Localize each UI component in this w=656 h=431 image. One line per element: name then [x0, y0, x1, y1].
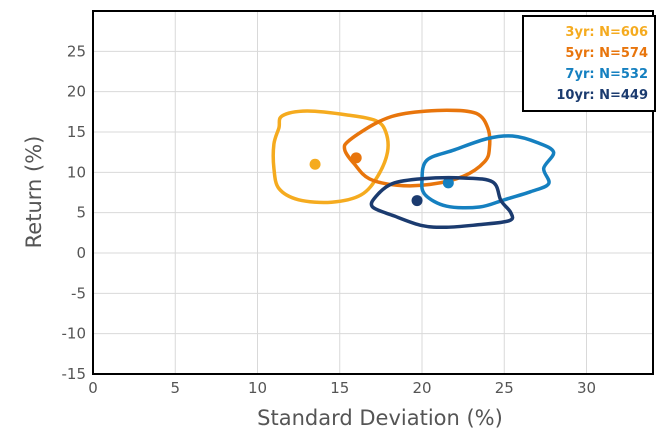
legend-entry: 5yr: N=574 — [565, 46, 648, 61]
x-tick-label: 10 — [248, 379, 267, 397]
series-point — [411, 195, 423, 207]
y-tick-label: -10 — [62, 325, 87, 343]
x-axis-title: Standard Deviation (%) — [257, 406, 503, 430]
y-axis-title: Return (%) — [22, 136, 46, 249]
x-tick-label: 0 — [88, 379, 98, 397]
series-point — [309, 158, 321, 170]
legend-entry: 3yr: N=606 — [565, 25, 648, 40]
series-contour — [271, 109, 390, 205]
y-tick-label: -15 — [62, 365, 87, 383]
series-point — [442, 177, 454, 189]
y-tick-label: 0 — [76, 244, 86, 262]
series-layer — [271, 108, 556, 230]
x-tick-label: 20 — [412, 379, 431, 397]
series-point — [350, 152, 362, 164]
tick-labels: 0 5 10 15 20 25 30 -15 -10 -5 0 5 10 15 20 25 — [62, 42, 597, 397]
y-tick-label: 25 — [67, 42, 86, 60]
series-contour — [420, 134, 556, 210]
legend-entry: 10yr: N=449 — [556, 88, 648, 103]
series-contour — [342, 108, 492, 188]
y-tick-label: 20 — [67, 83, 86, 101]
x-tick-label: 5 — [170, 379, 180, 397]
legend-box — [522, 15, 656, 112]
legend: 3yr: N=606 5yr: N=574 7yr: N=532 10yr: N=44… — [522, 15, 656, 112]
series-contour — [369, 175, 515, 230]
y-tick-label: 15 — [67, 123, 86, 141]
plot-frame — [92, 10, 654, 375]
legend-entry: 7yr: N=532 — [565, 67, 648, 82]
x-tick-label: 30 — [577, 379, 596, 397]
y-tick-label: 10 — [67, 163, 86, 181]
y-tick-label: -5 — [71, 284, 86, 302]
x-tick-label: 25 — [495, 379, 514, 397]
y-tick-label: 5 — [76, 204, 86, 222]
x-tick-label: 15 — [330, 379, 349, 397]
